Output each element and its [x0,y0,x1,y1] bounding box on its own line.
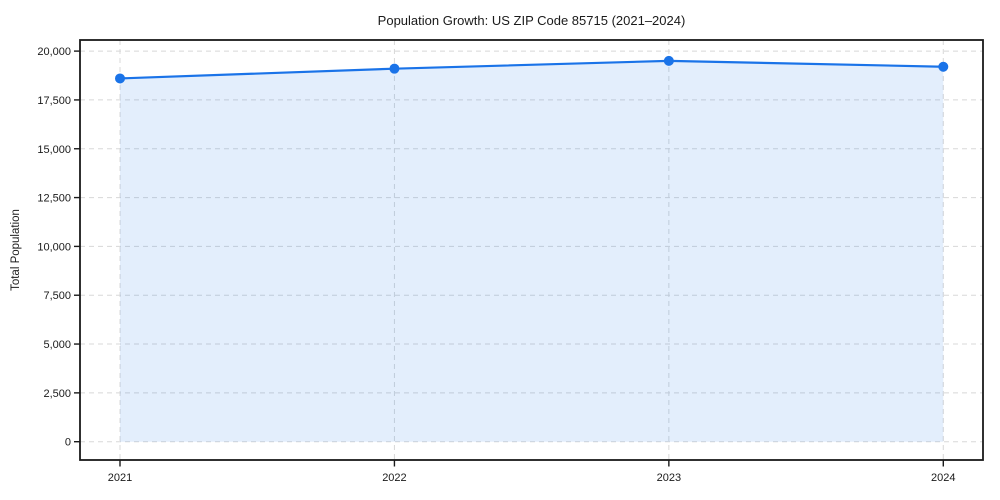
x-tick-label: 2022 [382,472,406,484]
trend-line [118,59,945,80]
y-tick-label: 15,000 [37,144,71,156]
plot-border [79,39,984,461]
data-point-2022 [389,63,400,74]
x-tick-label: 2021 [108,472,132,484]
area-fill [120,60,944,442]
data-point-2023 [663,55,674,66]
y-tick-label: 7,500 [43,290,71,302]
y-tick-label: 0 [65,437,71,449]
data-point-2024 [938,61,949,72]
y-tick-label: 17,500 [37,95,71,107]
chart-title: Population Growth: US ZIP Code 85715 (20… [377,13,686,28]
y-tick-label: 20,000 [37,46,71,58]
y-tick-label: 10,000 [37,241,71,253]
y-tick-label: 5,000 [43,339,71,351]
y-tick-label: 12,500 [37,193,71,205]
x-tick-label: 2023 [657,472,681,484]
data-point-2021 [115,73,125,84]
x-tick-label: 2024 [931,472,955,484]
y-tick-label: 2,500 [43,388,71,400]
